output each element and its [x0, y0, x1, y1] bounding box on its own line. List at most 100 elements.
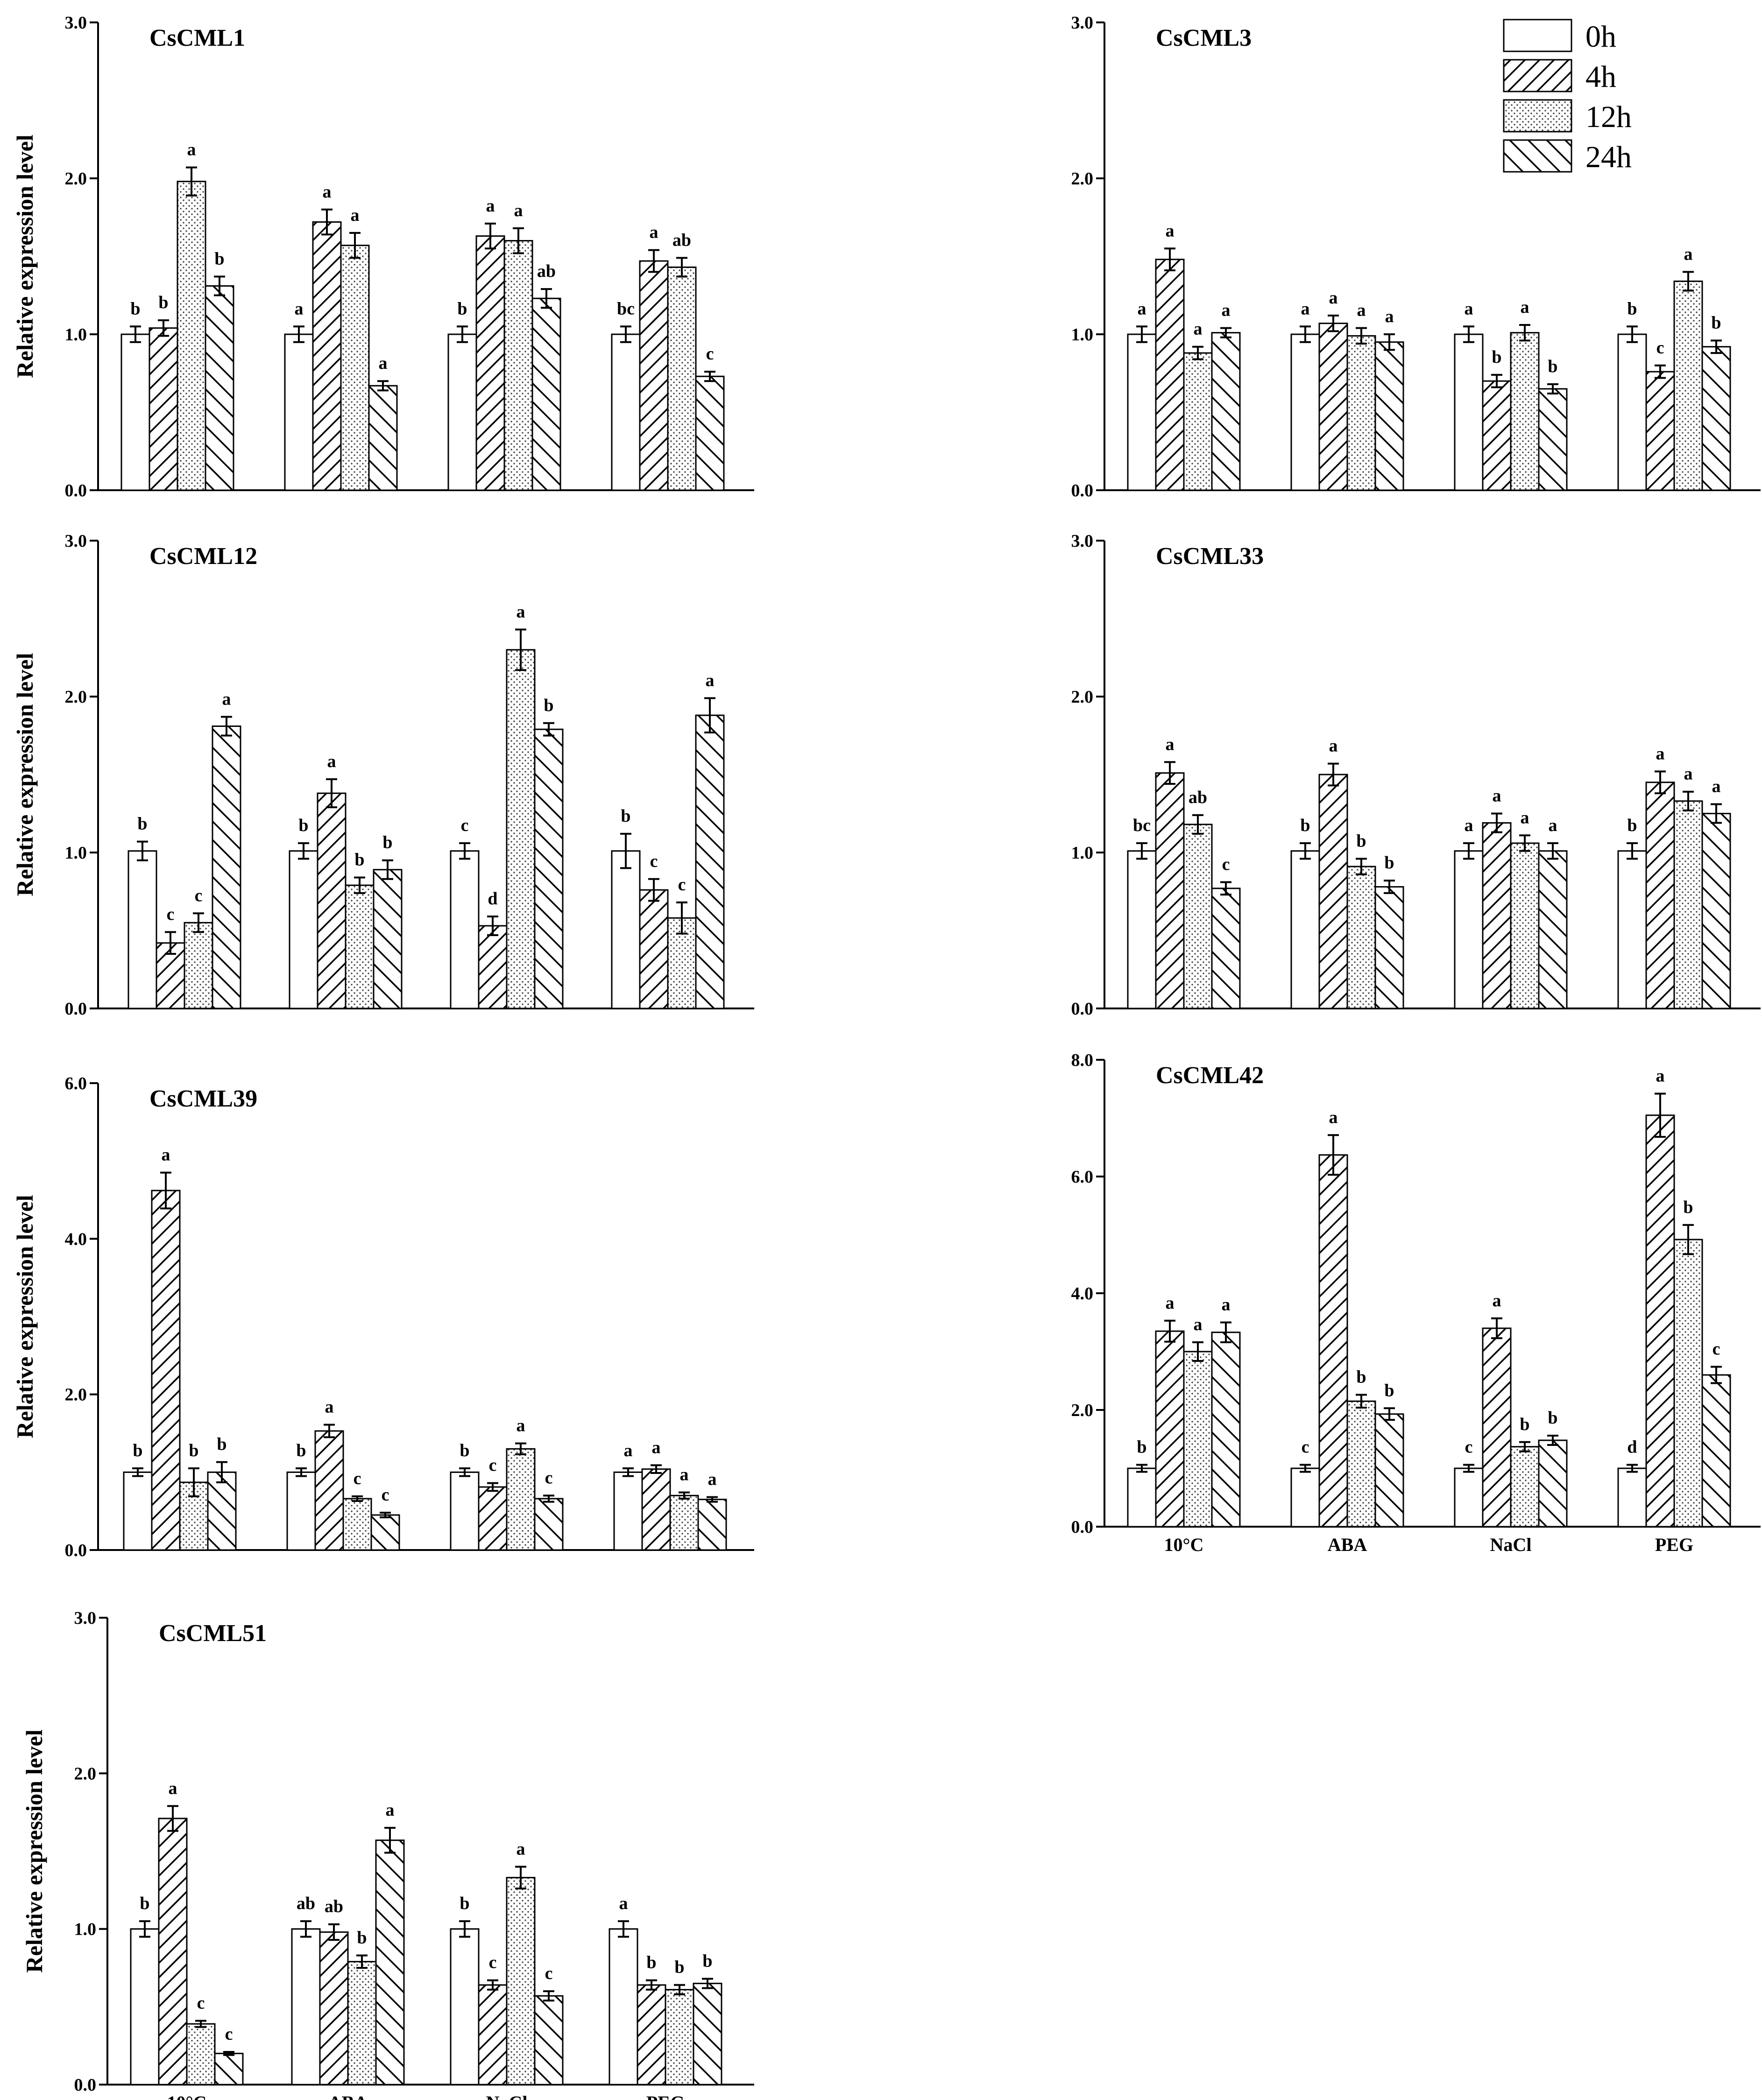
significance-letter: c	[1712, 1339, 1720, 1359]
bar-peg-24h	[1701, 813, 1731, 1009]
significance-letter: ab	[672, 230, 691, 250]
category-label-nacl: NaCl	[486, 2092, 528, 2100]
bar-aba-4h	[319, 1931, 349, 2086]
y-tick-label: 2.0	[1071, 1401, 1094, 1420]
significance-letter: b	[1300, 816, 1310, 835]
significance-letter: c	[678, 875, 686, 895]
significance-letter: a	[1194, 1315, 1203, 1334]
bar-nacl-4h	[475, 235, 505, 491]
bar-nacl-4h	[1482, 1327, 1512, 1528]
panel-title: CsCML3	[1156, 25, 1252, 51]
significance-letter: a	[386, 1800, 395, 1820]
y-tick-label: 4.0	[65, 1229, 87, 1249]
legend: 0h 4h 12h 24h	[1503, 19, 1632, 174]
significance-letter: a	[222, 689, 231, 709]
bar-aba-24h	[1374, 1413, 1404, 1528]
bar-nacl-0h	[1454, 1467, 1484, 1528]
panel-title: CsCML33	[1156, 543, 1264, 570]
bar-peg-0h	[1617, 333, 1647, 491]
significance-letter: a	[162, 1145, 170, 1165]
y-tick-label: 2.0	[65, 687, 87, 707]
bar-peg-12h	[669, 1494, 699, 1551]
chart-panel-cscml51: 0.0 1.0 2.0 3.0 CsCML51 Relative expression l…	[21, 1608, 754, 2100]
legend-label-4h: 4h	[1585, 60, 1616, 94]
bar-aba-12h	[345, 884, 375, 1009]
y-tick-label: 2.0	[65, 1385, 87, 1405]
bar-peg-0h	[1617, 850, 1647, 1009]
significance-letter: a	[379, 353, 388, 373]
significance-letter: b	[189, 1441, 198, 1460]
y-tick-label: 3.0	[1071, 13, 1094, 33]
significance-letter: a	[187, 140, 196, 160]
bar-aba-4h	[1318, 323, 1348, 491]
category-label-10c: 10°C	[1164, 1534, 1204, 1555]
significance-letter: a	[169, 1778, 177, 1798]
y-axis-label: Relative expression level	[21, 1729, 47, 1973]
bar-aba-0h	[1290, 850, 1320, 1009]
significance-letter: b	[382, 833, 392, 853]
significance-letter: a	[1194, 319, 1203, 339]
y-tick-label: 2.0	[1071, 169, 1094, 189]
significance-letter: b	[1492, 347, 1501, 367]
bar-aba-4h	[312, 221, 342, 491]
y-tick-label: 4.0	[1071, 1284, 1094, 1304]
bar-peg-4h	[1645, 782, 1675, 1009]
y-tick-label: 1.0	[1071, 843, 1094, 863]
significance-letter: b	[1356, 1367, 1366, 1387]
bar-nacl-24h	[534, 1995, 564, 2086]
significance-letter: a	[1521, 808, 1529, 827]
significance-letter: b	[354, 850, 364, 869]
significance-letter: c	[197, 1993, 205, 2013]
significance-letter: a	[323, 182, 332, 202]
significance-letter: b	[217, 1435, 226, 1454]
bar-peg-12h	[665, 1989, 694, 2086]
significance-letter: a	[619, 1894, 628, 1913]
legend-swatch-12h	[1503, 99, 1572, 133]
bar-10c-24h	[1211, 332, 1241, 491]
significance-letter: b	[1356, 831, 1366, 851]
bar-peg-0h	[611, 850, 641, 1009]
significance-letter: b	[1520, 1415, 1529, 1434]
bar-nacl-24h	[534, 1498, 564, 1551]
legend-label-12h: 12h	[1585, 100, 1632, 134]
significance-letter: a	[517, 1839, 525, 1859]
legend-swatch-4h	[1503, 59, 1572, 92]
significance-letter: b	[1627, 299, 1637, 318]
bar-nacl-24h	[534, 728, 564, 1009]
y-tick-label: 1.0	[74, 1920, 97, 1939]
bar-aba-24h	[1374, 341, 1404, 491]
bar-aba-0h	[1290, 1467, 1320, 1528]
significance-letter: a	[1521, 297, 1529, 317]
significance-letter: c	[167, 904, 175, 924]
significance-letter: b	[1627, 816, 1637, 835]
bar-10c-12h	[184, 922, 213, 1009]
significance-letter: b	[357, 1928, 367, 1947]
bar-10c-4h	[151, 1190, 181, 1551]
bar-10c-12h	[177, 181, 206, 491]
significance-letter: b	[137, 814, 147, 834]
category-label-aba: ABA	[328, 2092, 368, 2100]
chart-panel-cscml1: 0.0 1.0 2.0 3.0 CsCML1 Relative expression le…	[12, 13, 754, 500]
y-axis-label: Relative expression level	[12, 1195, 38, 1438]
significance-letter: b	[646, 1953, 656, 1973]
bar-peg-4h	[641, 1468, 671, 1551]
bar-10c-4h	[1155, 1330, 1185, 1528]
bar-peg-24h	[1701, 1374, 1731, 1528]
bar-nacl-24h	[531, 297, 561, 491]
significance-letter: a	[1166, 221, 1175, 240]
bar-10c-24h	[1211, 1332, 1241, 1528]
significance-letter: a	[708, 1470, 717, 1489]
bar-peg-0h	[613, 1471, 643, 1551]
bar-peg-24h	[697, 1499, 727, 1551]
y-tick-label: 1.0	[65, 843, 87, 863]
y-axis-label: Relative expression level	[12, 134, 38, 378]
significance-letter: b	[457, 299, 467, 318]
significance-letter: a	[517, 602, 525, 621]
bar-nacl-4h	[478, 1984, 508, 2086]
significance-letter: b	[1548, 357, 1557, 376]
bar-peg-4h	[1645, 1114, 1675, 1528]
bar-peg-24h	[695, 375, 725, 491]
significance-letter: ab	[1189, 788, 1207, 807]
y-tick-label: 3.0	[65, 531, 87, 551]
